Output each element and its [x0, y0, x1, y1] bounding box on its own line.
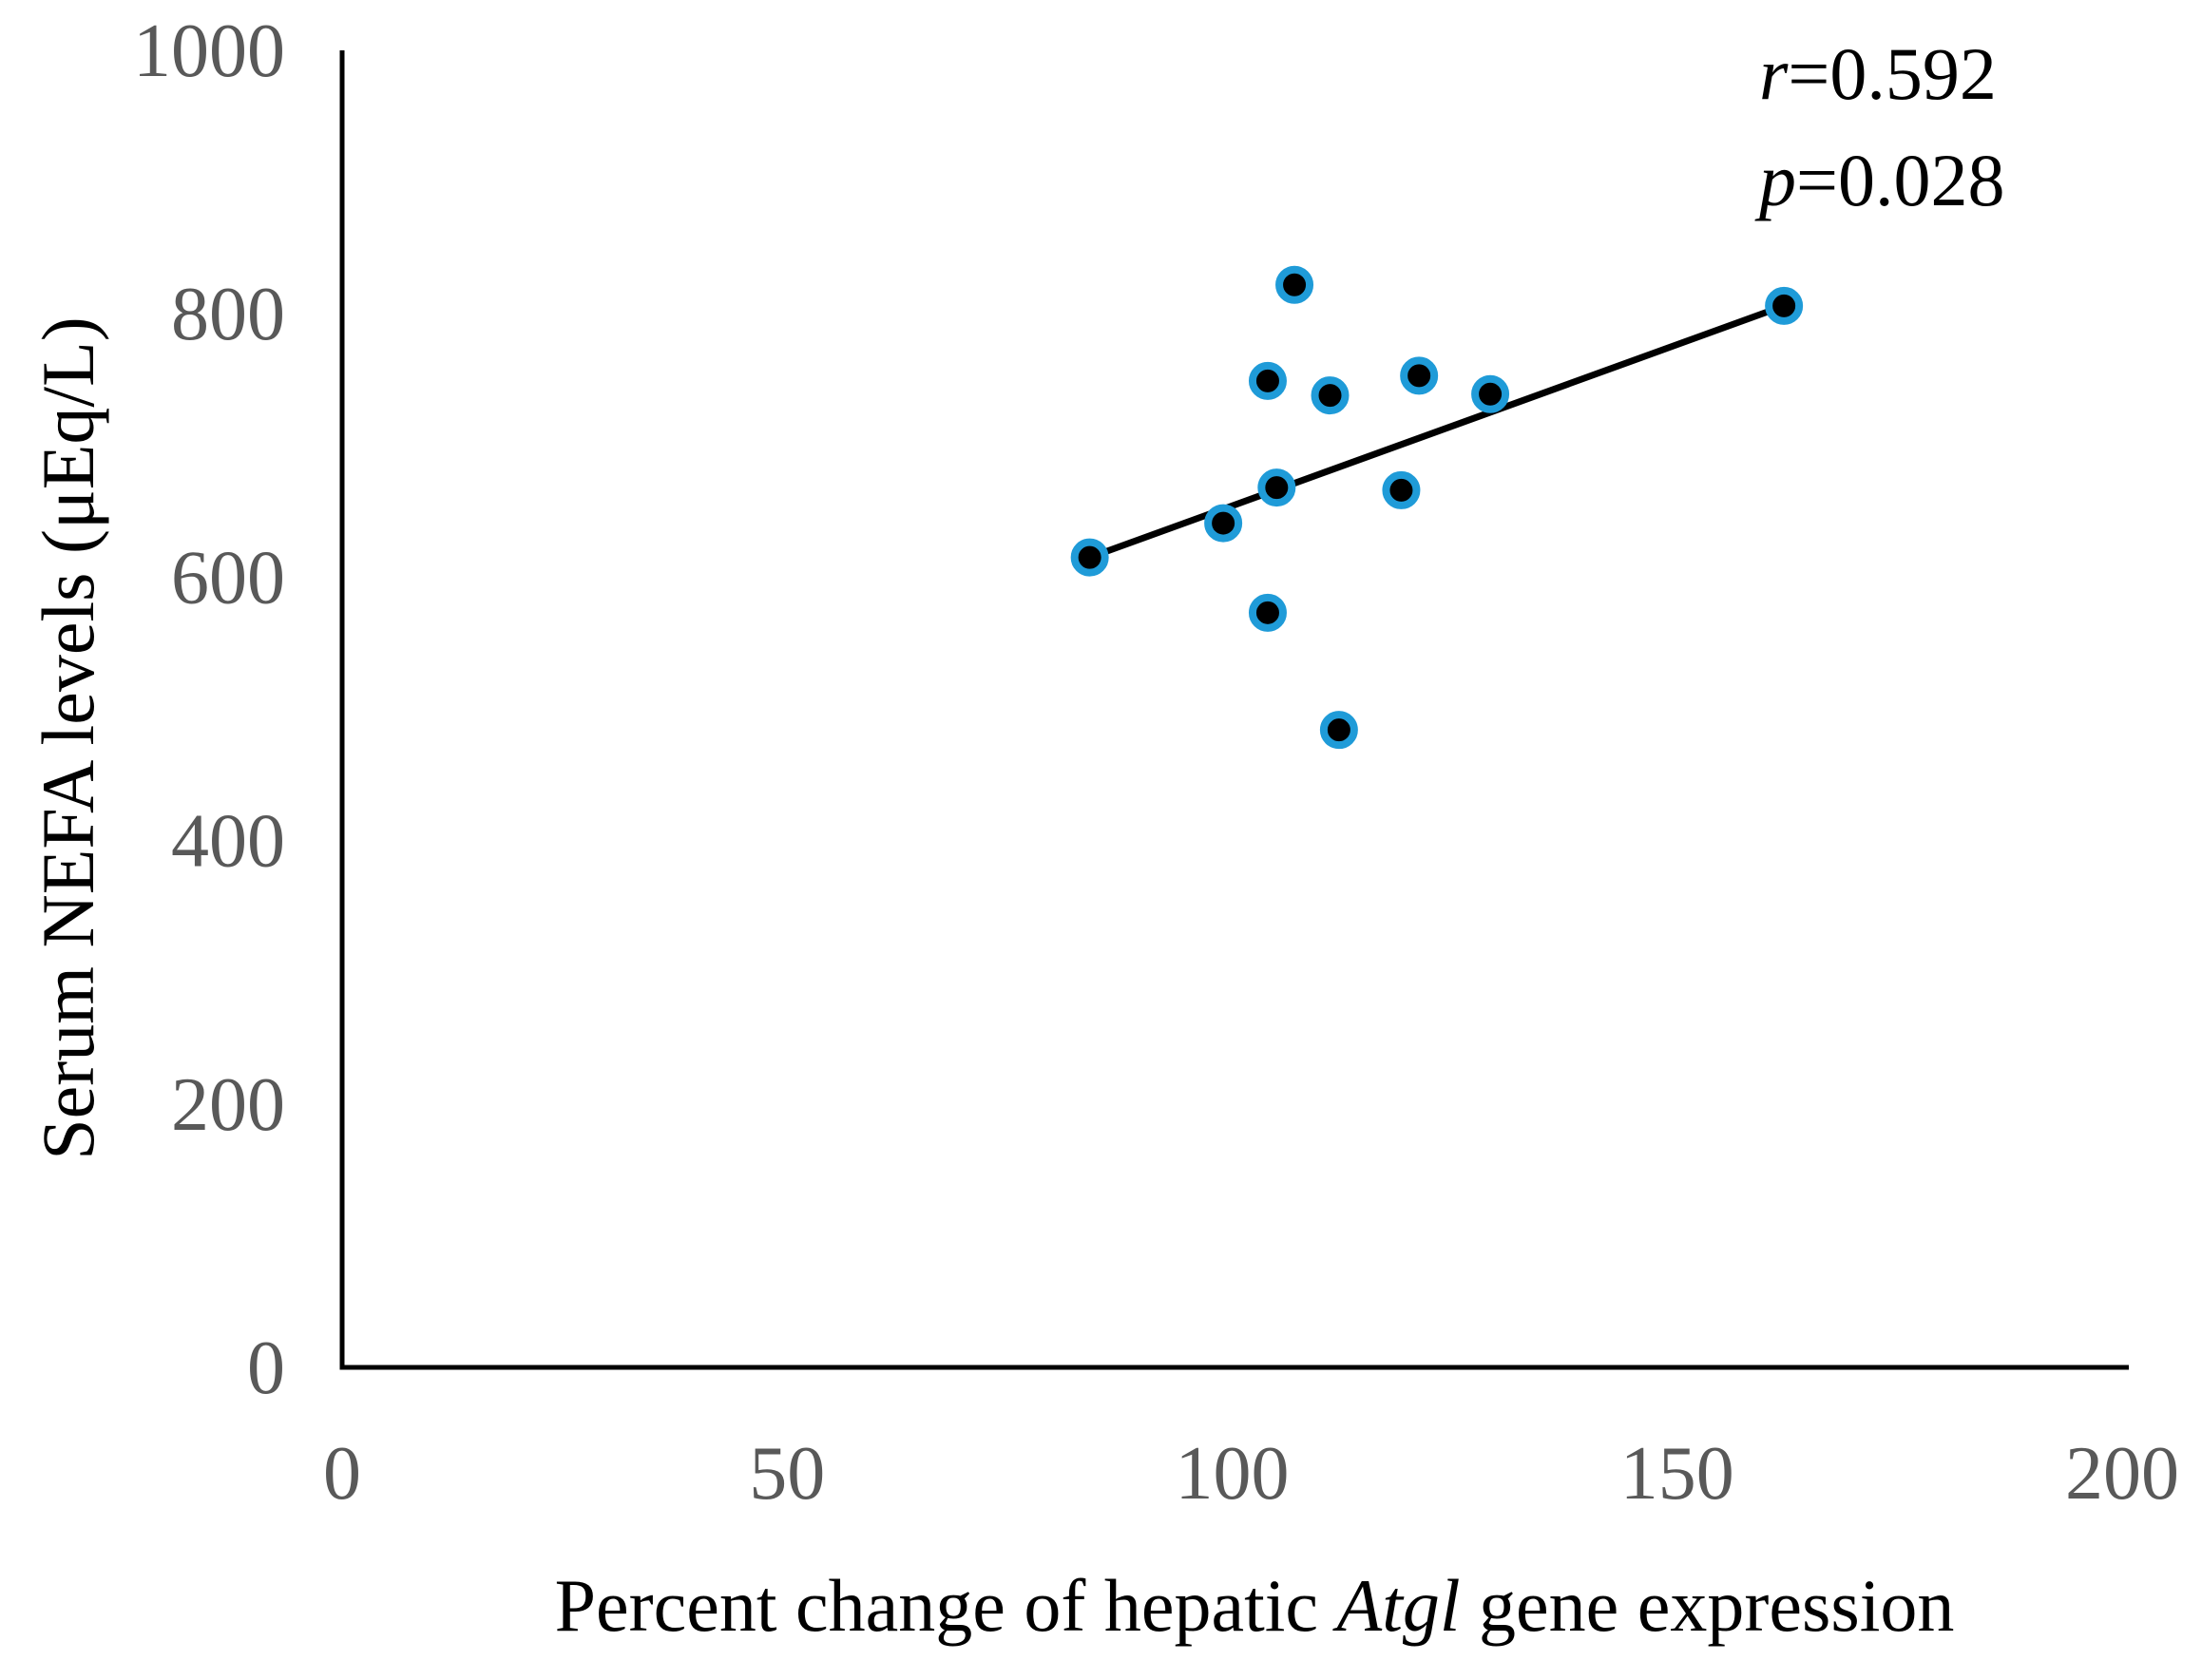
x-axis-title-gene: Atgl [1336, 1564, 1461, 1647]
data-point [1204, 504, 1243, 543]
correlation-annotation: r=0.592 p=0.028 [1759, 21, 2005, 234]
data-point [1070, 538, 1109, 577]
data-point [1275, 265, 1314, 304]
x-axis-title: Percent change of hepatic Atgl gene expr… [342, 1563, 2167, 1649]
y-tick-label: 1000 [133, 10, 285, 93]
y-tick-label: 800 [171, 273, 285, 356]
x-axis-title-suffix: gene expression [1460, 1564, 1955, 1647]
data-point [1765, 286, 1804, 325]
r-value: =0.592 [1788, 32, 1997, 115]
r-symbol: r [1759, 32, 1789, 115]
p-symbol: p [1759, 139, 1796, 221]
data-point [1248, 593, 1287, 632]
data-point [1257, 468, 1296, 507]
data-point [1400, 356, 1439, 395]
y-tick-label: 600 [171, 536, 285, 620]
x-tick-label: 50 [749, 1432, 825, 1516]
x-axis-title-prefix: Percent change of hepatic [554, 1564, 1337, 1647]
data-point [1319, 711, 1358, 750]
data-point [1311, 376, 1350, 415]
p-value-line: p=0.028 [1759, 127, 2005, 234]
p-value: =0.028 [1796, 139, 2005, 221]
r-value-line: r=0.592 [1759, 21, 2005, 127]
y-tick-label: 400 [171, 800, 285, 884]
data-point [1248, 361, 1287, 400]
data-point [1471, 374, 1510, 413]
x-tick-label: 200 [2065, 1432, 2179, 1516]
x-tick-label: 100 [1176, 1432, 1290, 1516]
y-tick-label: 0 [247, 1327, 285, 1410]
x-tick-label: 0 [323, 1432, 361, 1516]
data-point [1382, 470, 1421, 509]
y-tick-label: 200 [171, 1063, 285, 1147]
y-axis-title: Serum NEFA levels (μEq/L) [16, 0, 121, 1499]
x-tick-label: 150 [1620, 1432, 1734, 1516]
y-axis-title-text: Serum NEFA levels (μEq/L) [27, 316, 109, 1160]
trendline [1086, 302, 1788, 562]
